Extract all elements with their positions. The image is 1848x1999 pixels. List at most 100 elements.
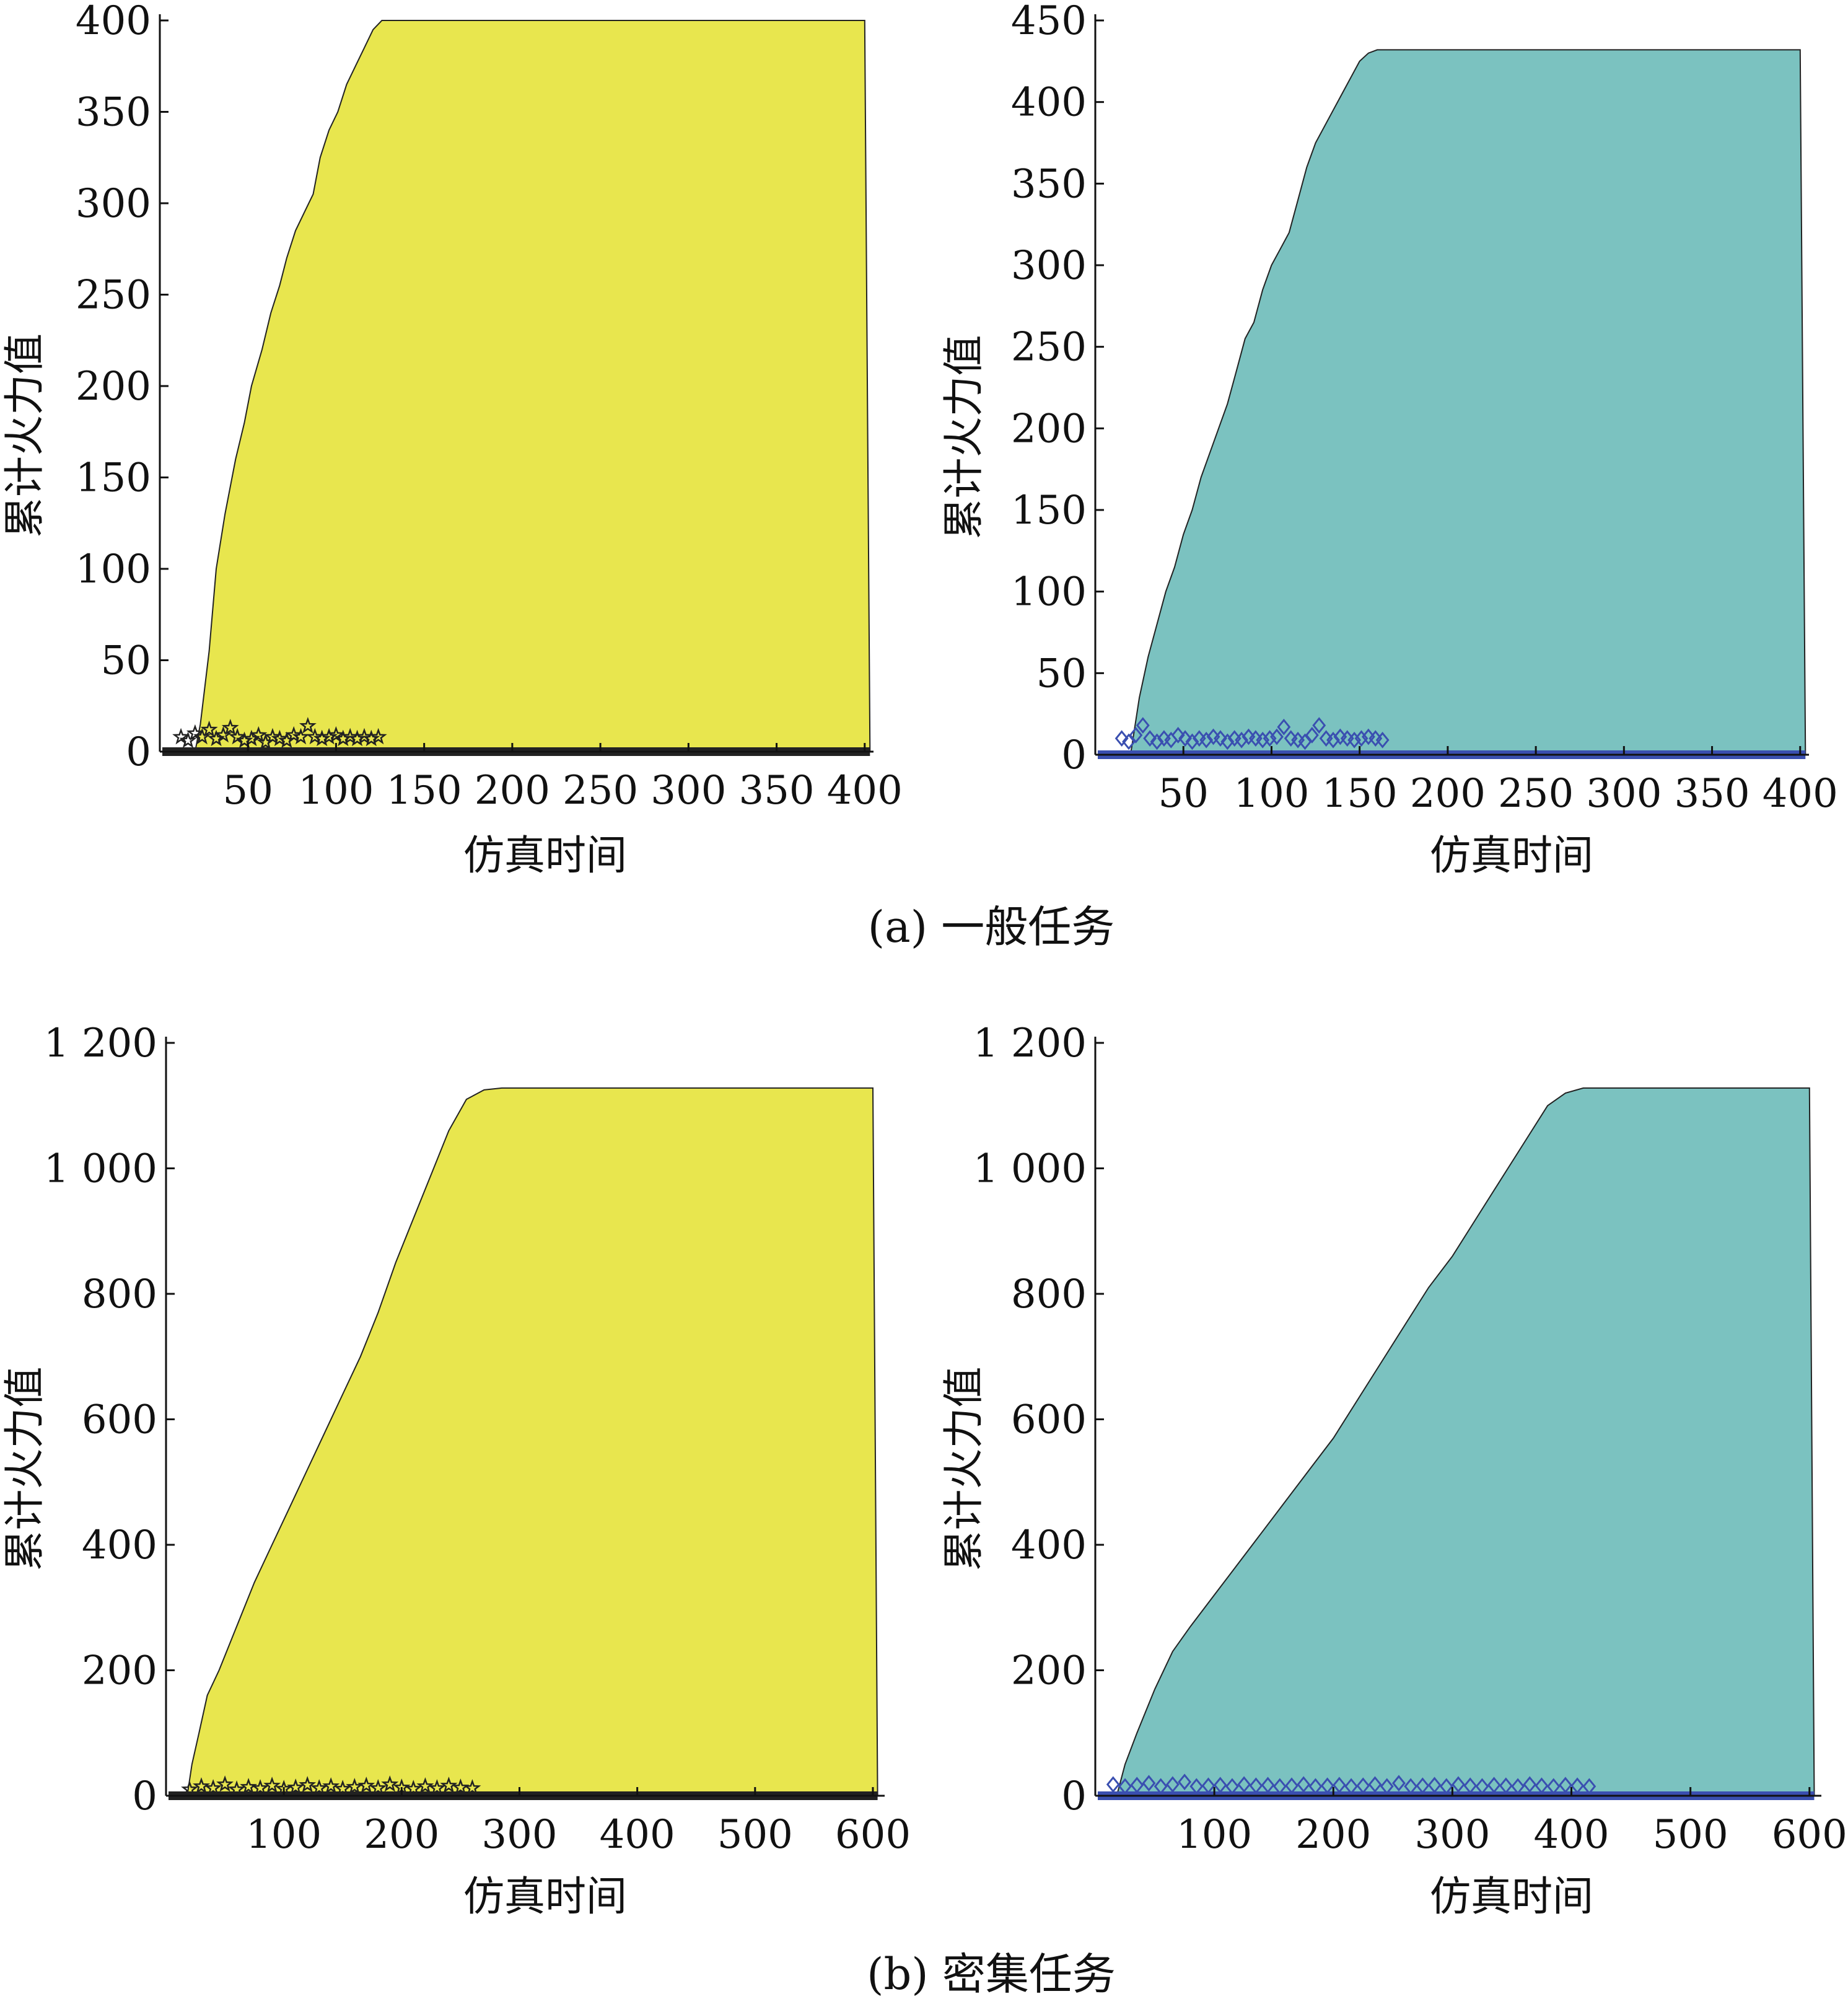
y-tick-label: 50 (101, 638, 151, 684)
y-tick-label: 100 (1011, 569, 1087, 615)
x-tick-label: 200 (1295, 1812, 1371, 1858)
data-marker (1347, 731, 1362, 749)
y-tick-label: 1 000 (44, 1146, 157, 1192)
data-marker (1214, 730, 1227, 747)
x-tick-label: 600 (835, 1812, 911, 1858)
y-tick-label: 400 (82, 1522, 157, 1568)
y-tick-label: 0 (1061, 1773, 1087, 1819)
data-marker (1171, 727, 1185, 744)
x-tick-label: 150 (387, 768, 462, 814)
data-marker (1308, 1778, 1323, 1795)
data-marker (1354, 730, 1368, 747)
data-marker (299, 1776, 317, 1793)
data-marker (240, 1778, 258, 1795)
data-marker (1475, 1778, 1489, 1795)
data-marker (1368, 1776, 1382, 1793)
data-marker (428, 1779, 446, 1796)
data-marker (204, 1779, 222, 1796)
data-marker (1106, 1776, 1120, 1793)
data-marker (1487, 1777, 1501, 1794)
data-marker (1154, 1778, 1168, 1795)
data-marker (1511, 1778, 1525, 1795)
x-tick-label: 350 (1674, 771, 1749, 817)
area-fill (1116, 1087, 1815, 1796)
chart-dense-task-right: 0 200 400 600 800 1 000 1 200 100 200 300 400 500 60… (940, 1021, 1847, 1920)
data-marker (313, 729, 331, 747)
x-tick-label: 300 (1586, 771, 1662, 817)
data-marker (1237, 1776, 1251, 1793)
y-tick-label: 0 (126, 729, 151, 775)
data-marker (1404, 1778, 1418, 1795)
data-marker (1225, 1778, 1239, 1795)
data-marker (264, 727, 282, 745)
data-marker (369, 1779, 387, 1796)
x-tick-label: 500 (717, 1812, 793, 1858)
y-tick-label: 0 (132, 1773, 157, 1819)
x-tick-label: 200 (364, 1812, 439, 1858)
x-tick-label: 200 (475, 768, 550, 814)
y-tick-label: 200 (1011, 406, 1087, 452)
data-marker (1391, 1775, 1406, 1792)
data-marker (1297, 1776, 1311, 1793)
data-marker (200, 720, 218, 737)
data-marker (310, 1779, 328, 1796)
data-marker (1582, 1778, 1596, 1795)
y-tick-label: 1 000 (973, 1146, 1087, 1192)
data-marker (1356, 1777, 1370, 1795)
data-marker (1199, 731, 1214, 749)
data-marker (1380, 1778, 1394, 1795)
data-marker (287, 1778, 305, 1795)
y-tick-label: 250 (1011, 325, 1087, 371)
data-marker (172, 727, 190, 745)
data-marker (1285, 1777, 1298, 1795)
data-marker (1263, 730, 1277, 747)
y-tick-label: 150 (76, 455, 151, 501)
x-tick-label: 50 (1158, 771, 1209, 817)
x-tick-label: 300 (481, 1812, 557, 1858)
data-marker (1201, 1777, 1215, 1795)
data-marker (271, 729, 289, 747)
area-fill (186, 1087, 878, 1796)
y-axis-title: 累计火力值 (940, 335, 987, 540)
data-marker (1463, 1777, 1478, 1795)
y-tick-label: 350 (76, 90, 151, 136)
y-tick-label: 100 (76, 547, 151, 592)
data-marker (1220, 733, 1235, 750)
data-marker (1122, 733, 1136, 750)
data-marker (181, 1780, 198, 1797)
x-tick-label: 400 (600, 1812, 675, 1858)
data-marker (327, 726, 345, 743)
data-marker (322, 1777, 340, 1794)
x-tick-label: 250 (1498, 771, 1574, 817)
x-tick-label: 50 (223, 768, 273, 814)
y-tick-label: 0 (1061, 732, 1087, 778)
x-tick-label: 400 (1533, 1812, 1609, 1858)
data-marker (1305, 727, 1319, 744)
y-tick-label: 200 (82, 1648, 157, 1694)
y-axis-title: 累计火力值 (940, 1367, 987, 1571)
data-marker (1136, 717, 1150, 734)
data-marker (348, 729, 366, 747)
y-tick-label: 150 (1011, 488, 1087, 534)
data-marker (229, 727, 247, 745)
data-marker (1439, 1778, 1453, 1795)
y-tick-label: 300 (1011, 243, 1087, 289)
data-marker (1270, 728, 1284, 745)
x-tick-label: 100 (246, 1812, 322, 1858)
data-marker (1499, 1777, 1513, 1795)
data-marker (221, 719, 239, 736)
x-tick-label: 200 (1410, 771, 1486, 817)
y-tick-label: 600 (82, 1397, 157, 1443)
data-marker (355, 727, 373, 745)
y-tick-label: 300 (76, 181, 151, 227)
y-tick-label: 450 (1011, 0, 1087, 44)
x-tick-label: 600 (1772, 1812, 1847, 1858)
area-fill (1129, 49, 1806, 755)
data-marker (1427, 1777, 1442, 1794)
data-marker (1165, 1776, 1180, 1793)
data-marker (1142, 1775, 1156, 1792)
data-marker (299, 716, 317, 734)
data-marker (1143, 730, 1157, 747)
x-tick-label: 500 (1653, 1812, 1728, 1858)
data-marker (1416, 1777, 1430, 1795)
